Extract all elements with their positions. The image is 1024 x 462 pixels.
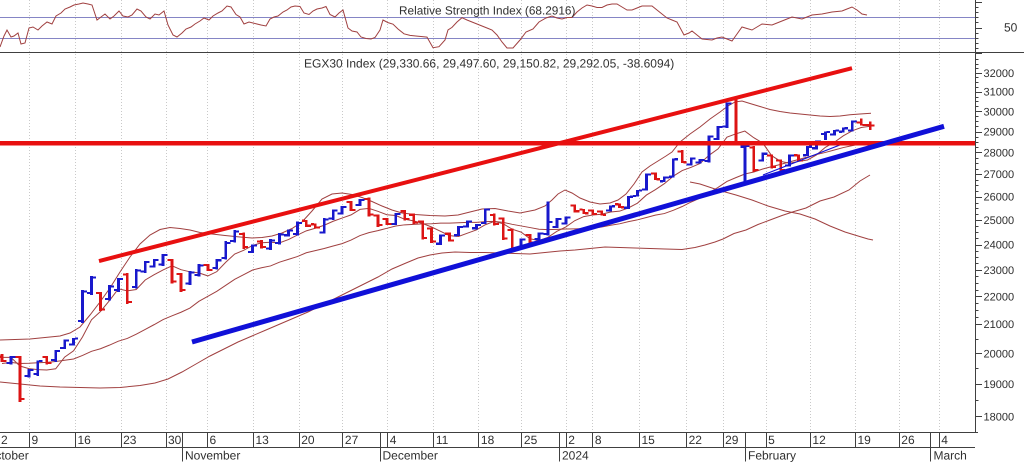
svg-text:25: 25 <box>524 433 538 447</box>
svg-text:29: 29 <box>725 433 739 447</box>
svg-text:EGX30 Index (29,330.66, 29,497: EGX30 Index (29,330.66, 29,497.60, 29,15… <box>304 57 674 71</box>
svg-text:31000: 31000 <box>984 87 1015 99</box>
svg-text:50: 50 <box>1004 21 1018 35</box>
svg-text:16: 16 <box>78 433 92 447</box>
svg-text:2: 2 <box>568 433 575 447</box>
svg-text:9: 9 <box>32 433 39 447</box>
svg-text:20000: 20000 <box>984 348 1015 360</box>
svg-text:8: 8 <box>595 433 602 447</box>
svg-text:March: March <box>934 449 967 462</box>
svg-text:23: 23 <box>123 433 137 447</box>
svg-text:20: 20 <box>301 433 315 447</box>
svg-text:30: 30 <box>168 433 182 447</box>
svg-text:12: 12 <box>812 433 826 447</box>
svg-text:27000: 27000 <box>984 169 1015 181</box>
svg-text:19000: 19000 <box>984 379 1015 391</box>
svg-text:6: 6 <box>210 433 217 447</box>
svg-text:19: 19 <box>858 433 872 447</box>
svg-text:18000: 18000 <box>984 411 1015 423</box>
svg-text:22: 22 <box>689 433 703 447</box>
svg-text:32000: 32000 <box>984 68 1015 80</box>
svg-text:15: 15 <box>642 433 656 447</box>
svg-text:4: 4 <box>941 433 948 447</box>
svg-text:18: 18 <box>481 433 495 447</box>
svg-text:30000: 30000 <box>984 106 1015 118</box>
svg-text:27: 27 <box>345 433 359 447</box>
svg-text:23000: 23000 <box>984 265 1015 277</box>
svg-text:22000: 22000 <box>984 292 1015 304</box>
svg-text:December: December <box>383 449 438 462</box>
svg-text:13: 13 <box>256 433 270 447</box>
svg-text:21000: 21000 <box>984 319 1015 331</box>
svg-text:25000: 25000 <box>984 215 1015 227</box>
svg-text:Relative Strength Index (68.29: Relative Strength Index (68.2916) <box>399 4 575 18</box>
svg-text:5: 5 <box>768 433 775 447</box>
svg-text:4: 4 <box>390 433 397 447</box>
svg-text:October: October <box>0 449 29 462</box>
svg-text:26000: 26000 <box>984 192 1015 204</box>
svg-text:26: 26 <box>901 433 915 447</box>
svg-text:February: February <box>748 449 796 462</box>
svg-text:28000: 28000 <box>984 148 1015 160</box>
svg-text:2024: 2024 <box>562 449 589 462</box>
svg-text:29000: 29000 <box>984 127 1015 139</box>
svg-text:24000: 24000 <box>984 240 1015 252</box>
svg-text:2: 2 <box>1 433 8 447</box>
svg-text:November: November <box>185 449 240 462</box>
svg-text:11: 11 <box>436 433 449 447</box>
